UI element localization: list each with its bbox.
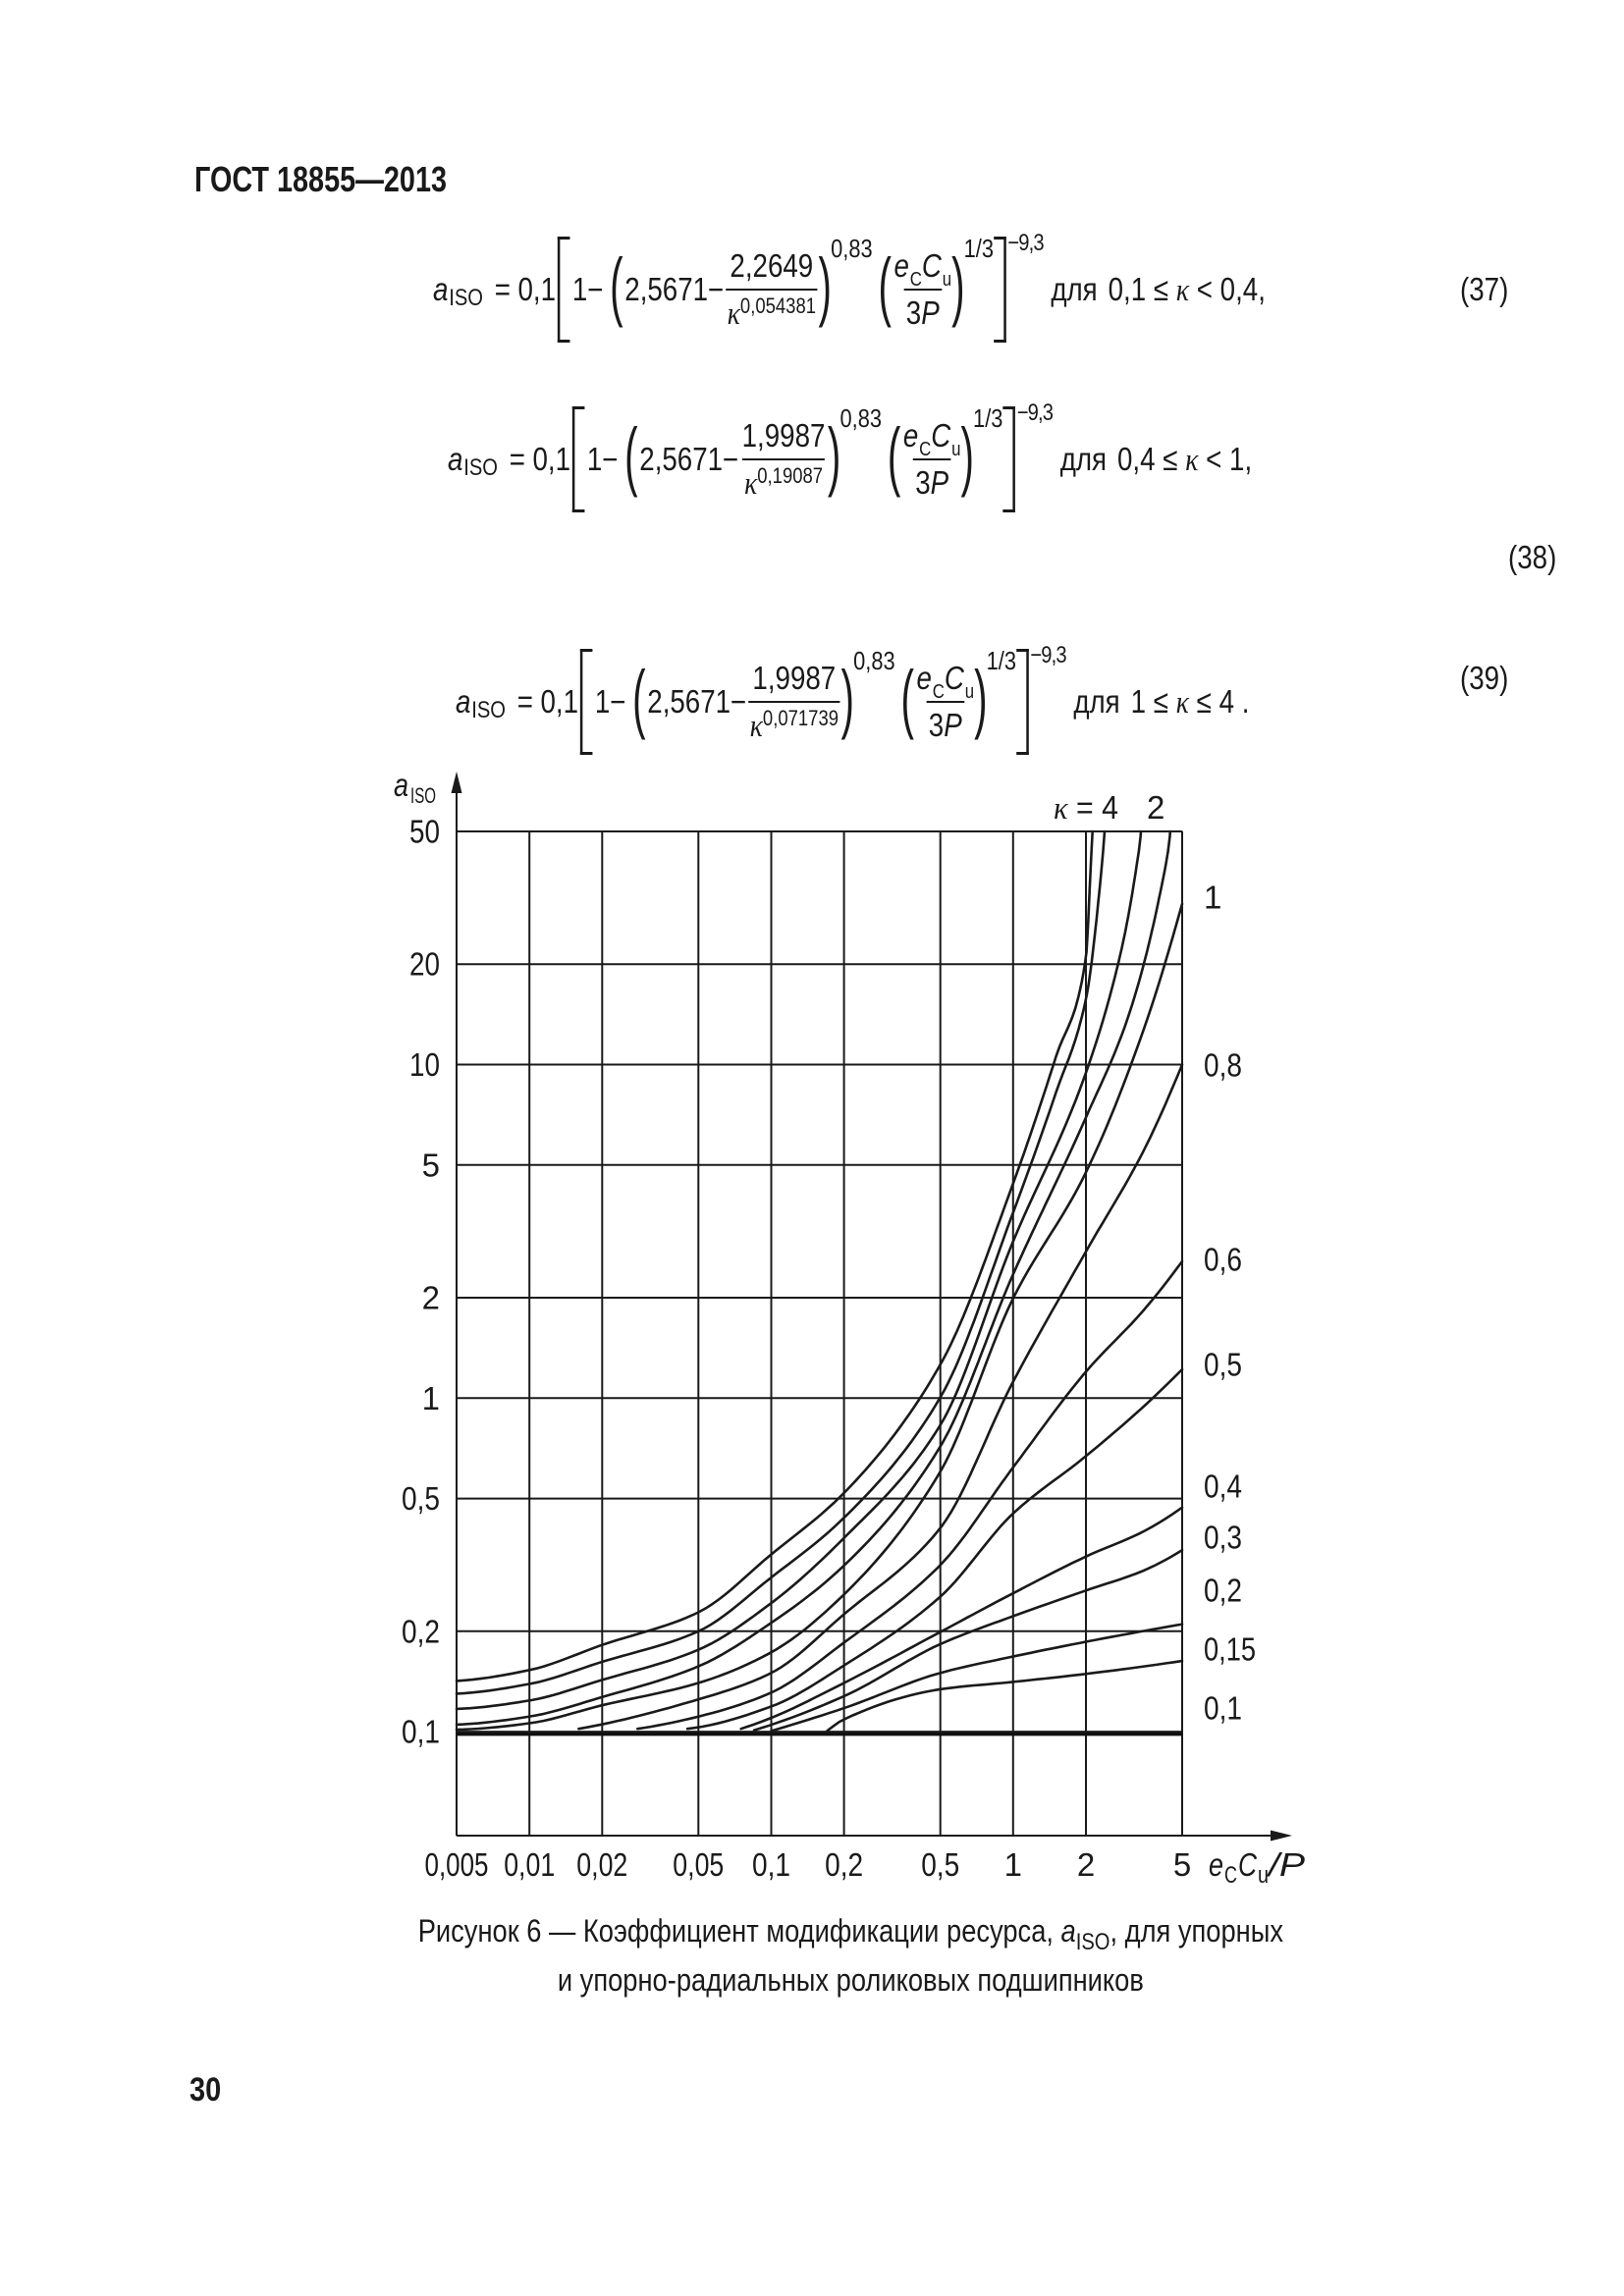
svg-text:eCCu/P: eCCu/P bbox=[1209, 1846, 1305, 1889]
svg-text:0,05: 0,05 bbox=[673, 1846, 724, 1883]
svg-text:0,1: 0,1 bbox=[752, 1846, 790, 1883]
svg-text:0,5: 0,5 bbox=[402, 1480, 440, 1517]
svg-text:0,01: 0,01 bbox=[504, 1846, 555, 1883]
svg-text:0,5: 0,5 bbox=[1204, 1347, 1242, 1383]
svg-text:κ = 4: κ = 4 bbox=[1054, 789, 1118, 827]
svg-text:10: 10 bbox=[409, 1046, 440, 1083]
svg-text:1: 1 bbox=[422, 1380, 440, 1416]
svg-text:0,8: 0,8 bbox=[1204, 1047, 1242, 1084]
svg-text:0,1: 0,1 bbox=[1204, 1690, 1242, 1727]
svg-text:5: 5 bbox=[1173, 1846, 1191, 1883]
svg-text:0,1: 0,1 bbox=[402, 1714, 440, 1750]
svg-text:2: 2 bbox=[1147, 789, 1164, 826]
svg-text:2: 2 bbox=[422, 1280, 440, 1316]
svg-text:0,2: 0,2 bbox=[1204, 1573, 1242, 1609]
svg-text:2: 2 bbox=[1077, 1846, 1095, 1883]
svg-text:1: 1 bbox=[1004, 1846, 1022, 1883]
svg-text:0,2: 0,2 bbox=[402, 1613, 440, 1649]
svg-text:0,6: 0,6 bbox=[1204, 1242, 1242, 1278]
svg-text:0,4: 0,4 bbox=[1204, 1468, 1242, 1505]
svg-text:1: 1 bbox=[1204, 880, 1221, 916]
svg-text:0,005: 0,005 bbox=[425, 1846, 489, 1883]
svg-text:20: 20 bbox=[409, 946, 440, 983]
svg-text:0,2: 0,2 bbox=[825, 1846, 863, 1883]
svg-text:0,02: 0,02 bbox=[576, 1846, 627, 1883]
svg-text:0,5: 0,5 bbox=[921, 1846, 959, 1883]
svg-text:0,3: 0,3 bbox=[1204, 1520, 1242, 1556]
svg-text:50: 50 bbox=[409, 814, 440, 850]
svg-text:5: 5 bbox=[422, 1147, 440, 1183]
svg-text:0,15: 0,15 bbox=[1204, 1631, 1256, 1668]
svg-text:aISO: aISO bbox=[394, 767, 436, 808]
